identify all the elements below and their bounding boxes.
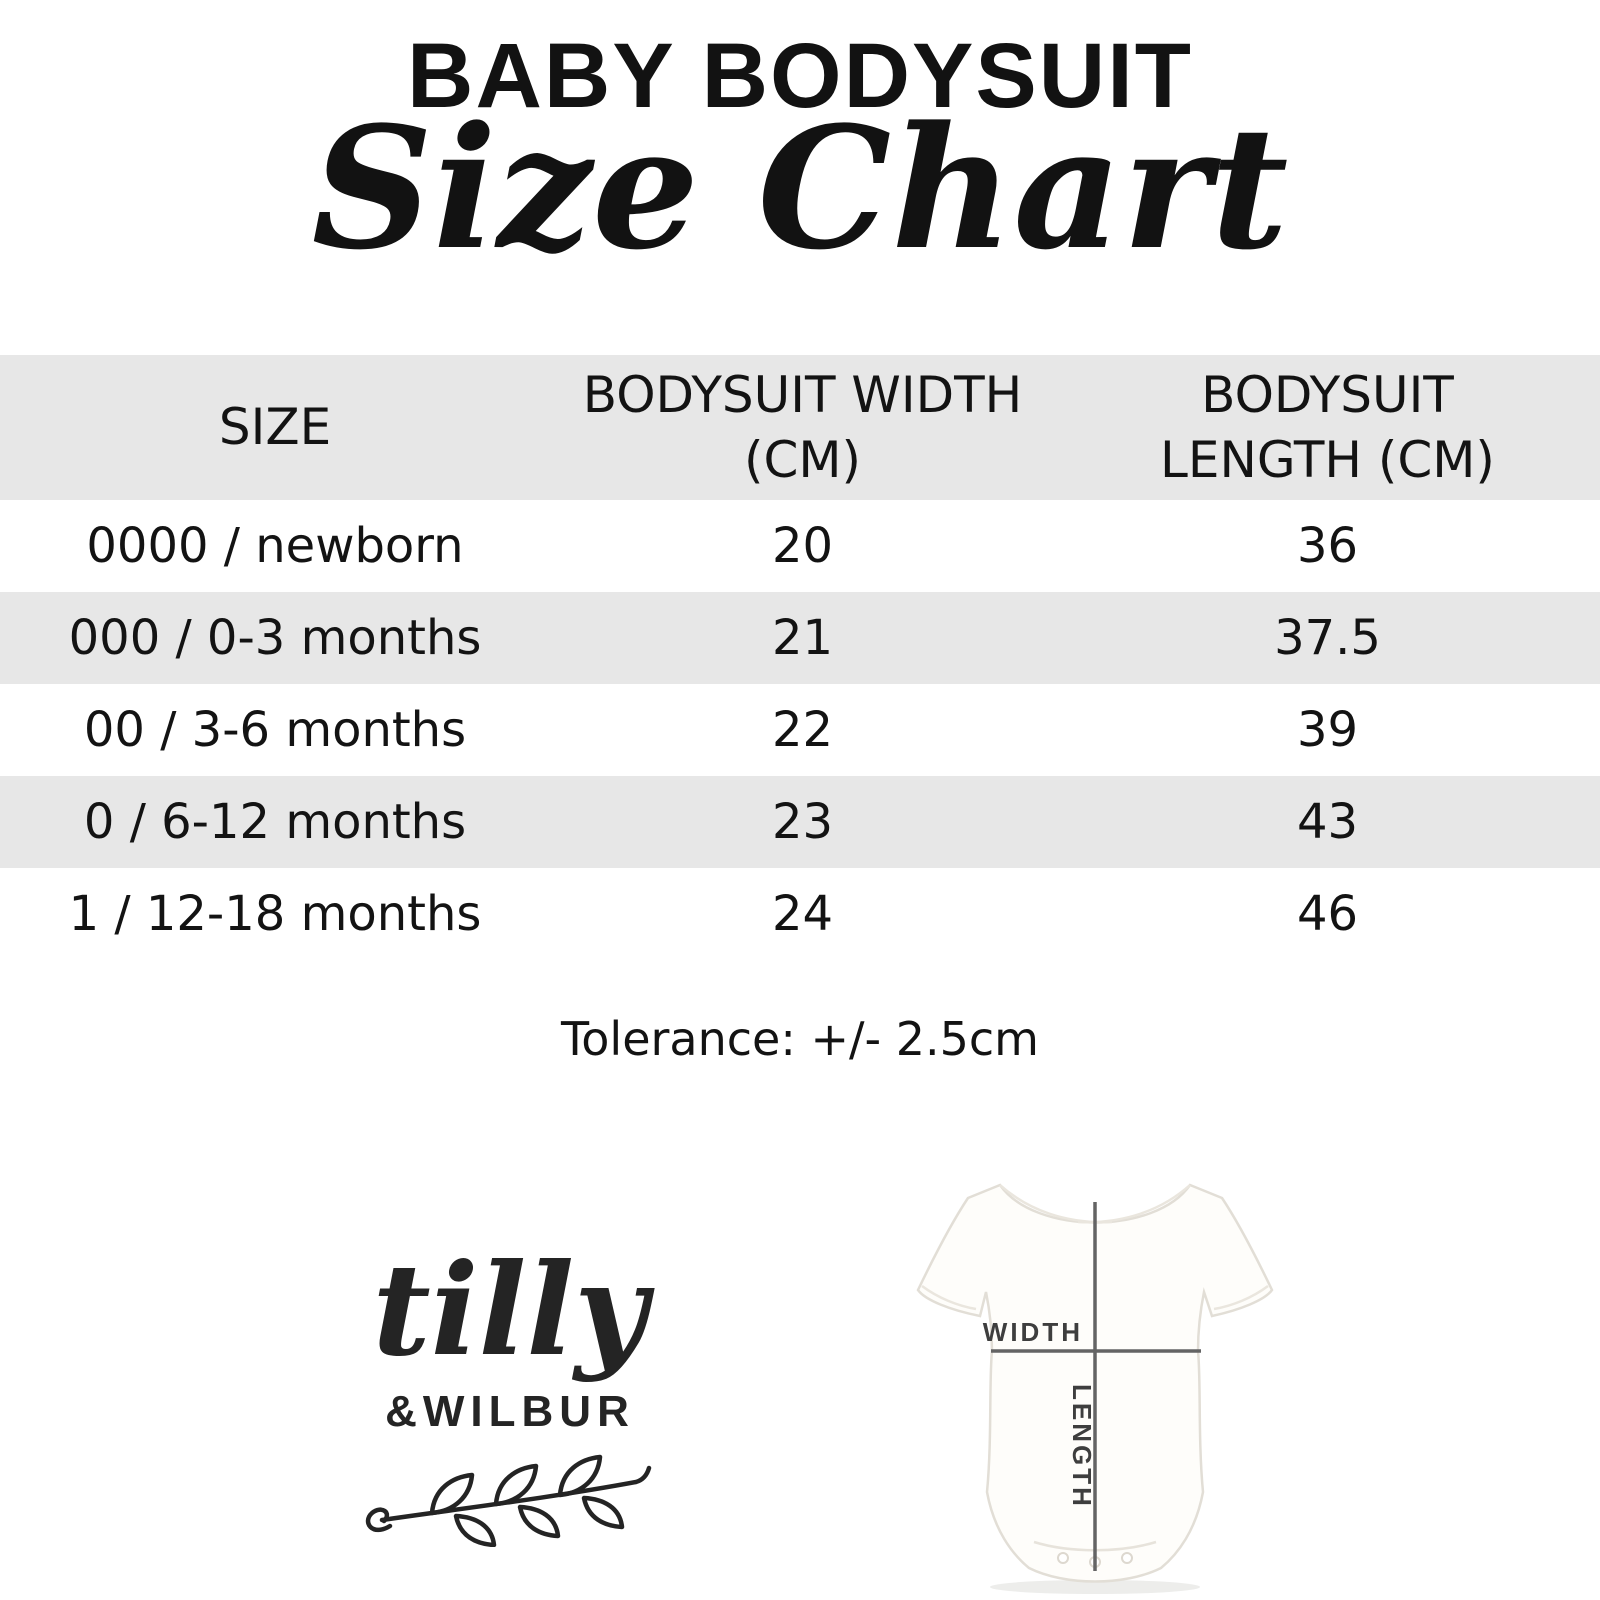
neckline-fold-right [1077,1184,1191,1224]
width-cell: 21 [771,609,834,666]
bodysuit-shadow [990,1580,1200,1594]
brand-sub-name: &WILBUR [385,1387,635,1437]
brand-name: tilly [372,1236,648,1384]
length-label: LENGTH [1067,1384,1097,1509]
width-cell: 23 [771,793,834,850]
table-row: 000 / 0-3 months 21 37.5 [0,592,1600,684]
size-table: SIZE BODYSUIT WIDTH (CM) BODYSUIT LENGTH… [0,355,1600,960]
column-header-size: SIZE [218,398,332,456]
snap-button [1121,1552,1133,1564]
column-header-width: BODYSUIT WIDTH (CM) [582,365,1023,489]
width-label: WIDTH [983,1317,1083,1347]
length-cell: 37.5 [1274,609,1381,666]
size-cell: 0000 / newborn [86,517,464,574]
table-row: 00 / 3-6 months 22 39 [0,684,1600,776]
leaf-branch-icon [340,1442,680,1551]
table-row: 0 / 6-12 months 23 43 [0,776,1600,868]
page-title: BABY BODYSUIT [407,25,1193,127]
bodysuit-diagram: WIDTH LENGTH [870,1140,1320,1600]
cuff-seam-left [921,1284,977,1311]
width-cell: 22 [771,701,834,758]
width-cell: 24 [771,885,834,942]
width-cell: 20 [771,517,834,574]
brand-logo: tilly &WILBUR [340,1244,680,1551]
cuff-seam-right [1213,1284,1269,1311]
table-header-row: SIZE BODYSUIT WIDTH (CM) BODYSUIT LENGTH… [0,355,1600,500]
size-cell: 0 / 6-12 months [83,793,467,850]
length-cell: 43 [1296,793,1359,850]
length-cell: 46 [1296,885,1359,942]
size-cell: 000 / 0-3 months [68,609,482,666]
size-cell: 00 / 3-6 months [83,701,467,758]
size-cell: 1 / 12-18 months [68,885,482,942]
tolerance-note: Tolerance: +/- 2.5cm [561,1012,1039,1066]
table-row: 1 / 12-18 months 24 46 [0,868,1600,960]
table-row: 0000 / newborn 20 36 [0,500,1600,592]
column-header-length: BODYSUIT LENGTH (CM) [1160,365,1495,489]
length-cell: 39 [1296,701,1359,758]
length-cell: 36 [1296,517,1359,574]
snap-button [1057,1552,1069,1564]
page-subtitle-script: Size Chart [311,89,1289,287]
